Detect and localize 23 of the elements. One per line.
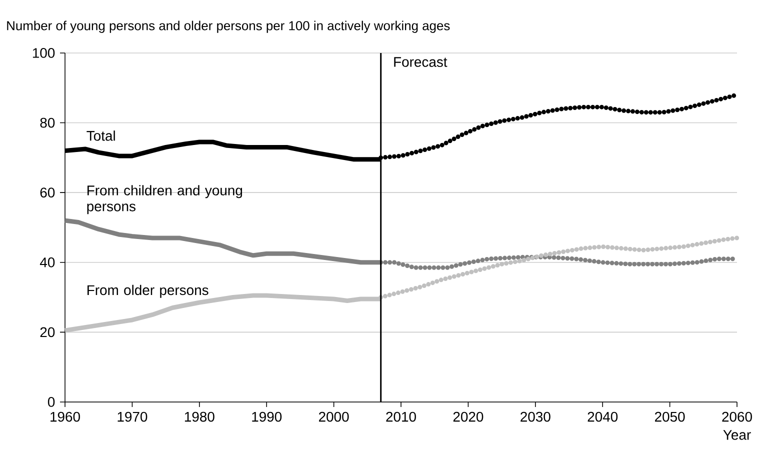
x-tick-label: 1970 [118, 412, 148, 422]
x-tick-label: 2040 [588, 412, 618, 422]
y-tick-label: 60 [40, 188, 55, 198]
y-tick-label: 40 [40, 257, 55, 268]
x-tick-label: 1990 [252, 412, 282, 422]
x-tick-label: 2030 [520, 412, 550, 422]
x-tick-label: 2000 [319, 412, 349, 422]
y-tick-label: 80 [40, 118, 55, 128]
x-tick-label: 2050 [655, 412, 685, 422]
x-tick-label: 2010 [386, 412, 416, 422]
x-tick-label: 1960 [50, 412, 80, 422]
chart-title: Number of young persons and older persons per 100 in actively working ages [7, 20, 450, 33]
y-tick-label: 0 [48, 397, 55, 407]
series-label: From children and young persons [87, 185, 242, 214]
series-label: From older persons [88, 284, 208, 298]
y-tick-label: 20 [40, 327, 55, 338]
x-tick-label: 2020 [453, 412, 484, 422]
x-tick-label: 1980 [184, 412, 214, 422]
x-axis-title: Year [723, 430, 751, 440]
x-tick-label: 2060 [722, 412, 752, 422]
y-tick-label: 100 [32, 48, 55, 58]
ref-line-label: Forecast [394, 57, 448, 67]
series-label: Total [86, 130, 115, 141]
